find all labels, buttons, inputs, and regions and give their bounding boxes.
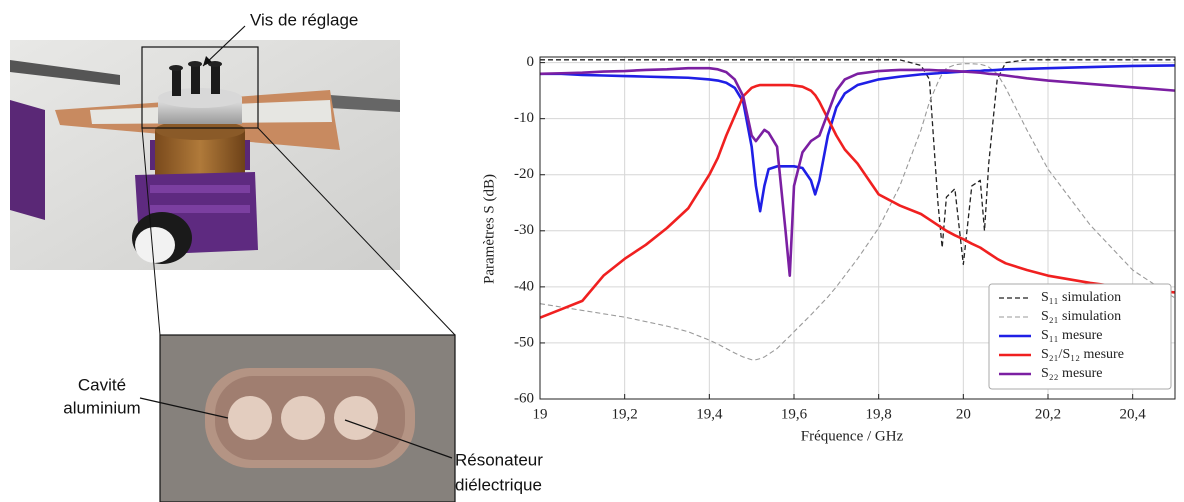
pointer	[202, 25, 246, 67]
x-tick-label: 19,2	[612, 406, 638, 422]
pointer	[344, 419, 453, 459]
plot-frame	[539, 56, 1176, 400]
y-tick-label: -30	[514, 222, 534, 238]
y-tick-label: 0	[527, 54, 535, 70]
series-line	[539, 63, 1176, 361]
y-tick-label: -60	[514, 390, 534, 406]
series-line	[540, 64, 1176, 213]
zoom-line	[257, 127, 456, 336]
x-tick-label: 19,8	[866, 406, 892, 422]
zoom-line	[141, 127, 161, 336]
x-tick-label: 19,6	[781, 406, 808, 422]
x-tick-label: 19,4	[696, 406, 723, 422]
legend-box	[988, 283, 1172, 390]
y-tick-label: -50	[514, 334, 534, 350]
series-line	[539, 83, 1176, 319]
legend-label: S₂₁ simulation	[1041, 309, 1121, 324]
x-axis-label: Fréquence / GHz	[801, 428, 904, 444]
x-tick-label: 19	[533, 406, 548, 422]
series-line	[540, 59, 1175, 266]
x-tick-label: 20,2	[1035, 406, 1061, 422]
annotation: Cavité	[78, 375, 126, 394]
annotation: aluminium	[63, 398, 140, 417]
legend-label: S₂₁/S₁₂ mesure	[1041, 347, 1124, 362]
legend-label: S₂₂ mesure	[1041, 366, 1102, 381]
legend-label: S₁₁ mesure	[1041, 328, 1102, 343]
x-tick-label: 20,4	[1120, 406, 1147, 422]
y-axis-label: Paramètres S (dB)	[481, 174, 497, 284]
y-tick-label: -20	[514, 166, 534, 182]
y-tick-label: -10	[514, 110, 534, 126]
legend-label: S₁₁ simulation	[1041, 290, 1121, 305]
photo-cavity	[159, 334, 456, 502]
photo-setup	[10, 40, 400, 270]
arrow-head	[203, 56, 212, 66]
x-tick-label: 20	[956, 406, 971, 422]
y-tick-label: -40	[514, 278, 534, 294]
annotation: Vis de réglage	[250, 10, 358, 29]
annotation: Résonateur	[455, 450, 543, 469]
pointer	[139, 397, 229, 419]
series-line	[539, 66, 1176, 277]
annotation: diélectrique	[455, 475, 542, 494]
